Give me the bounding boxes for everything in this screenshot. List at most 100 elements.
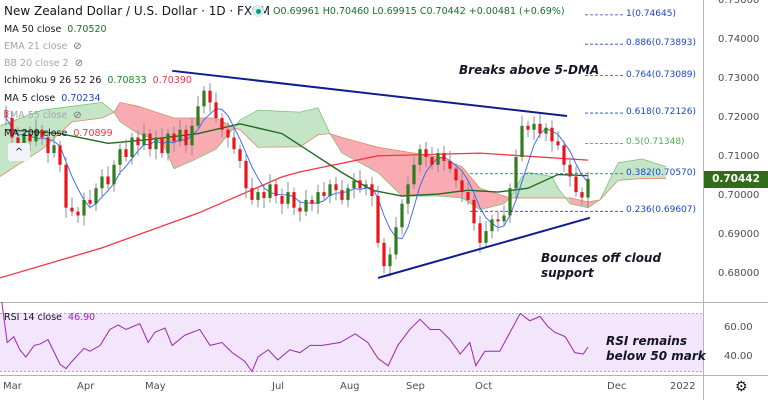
candle bbox=[328, 179, 332, 204]
candle-body-up bbox=[178, 129, 182, 142]
candle bbox=[118, 141, 122, 175]
candle bbox=[556, 131, 560, 150]
price-tick-label: 0.72000 bbox=[718, 112, 760, 123]
collapse-legend-button[interactable]: ^ bbox=[8, 143, 30, 161]
candle-body-down bbox=[358, 180, 362, 189]
candle-body-up bbox=[22, 133, 26, 150]
candle bbox=[400, 199, 404, 235]
legend-value: 0.70899 bbox=[73, 128, 113, 139]
candle-body-up bbox=[190, 125, 194, 146]
candle-body-up bbox=[100, 176, 104, 189]
legend-row[interactable]: MA 5 close 0.70234 bbox=[4, 93, 101, 105]
candle-body-down bbox=[226, 129, 230, 138]
rsi-tick-label: 40.00 bbox=[724, 351, 753, 362]
legend-row[interactable]: EMA 55 close ⊘ bbox=[4, 110, 82, 122]
candle bbox=[148, 128, 152, 157]
candle-body-down bbox=[208, 90, 212, 103]
price-tick-label: 0.69000 bbox=[718, 229, 760, 240]
candle-body-down bbox=[568, 164, 572, 177]
candle-body-down bbox=[58, 145, 62, 165]
market-open-dot-icon bbox=[252, 5, 264, 17]
candle bbox=[112, 160, 116, 192]
hidden-eye-icon[interactable]: ⊘ bbox=[74, 58, 84, 69]
candle bbox=[412, 154, 416, 189]
candle-body-up bbox=[316, 192, 320, 204]
hidden-eye-icon[interactable]: ⊘ bbox=[73, 110, 82, 121]
trendline-lower[interactable] bbox=[377, 216, 591, 279]
rsi-legend-label: RSI 14 close bbox=[4, 312, 63, 323]
candle-body-up bbox=[346, 188, 350, 200]
trendline-upper[interactable] bbox=[172, 69, 568, 118]
candle-body-down bbox=[40, 129, 44, 138]
legend-row[interactable]: EMA 21 close ⊘ bbox=[4, 41, 82, 53]
candle bbox=[544, 123, 548, 142]
candle-body-down bbox=[148, 133, 152, 150]
candle bbox=[532, 116, 536, 140]
candle-body-up bbox=[490, 219, 494, 232]
settings-gear-icon[interactable]: ⚙ bbox=[735, 379, 748, 395]
candle-body-up bbox=[364, 184, 368, 189]
legend-value: 0.70234 bbox=[61, 93, 101, 104]
candle bbox=[106, 166, 110, 189]
candle-body-down bbox=[4, 110, 8, 118]
hidden-eye-icon[interactable]: ⊘ bbox=[73, 41, 82, 52]
candle bbox=[82, 192, 86, 226]
candle bbox=[166, 128, 170, 161]
candle bbox=[310, 195, 314, 212]
rsi-line bbox=[1, 301, 589, 373]
candle-body-down bbox=[526, 125, 530, 130]
candle-body-up bbox=[154, 137, 158, 150]
candle bbox=[490, 214, 494, 239]
candle bbox=[4, 105, 8, 126]
candle bbox=[256, 187, 260, 208]
candle bbox=[226, 122, 230, 148]
candle-body-up bbox=[502, 215, 506, 222]
symbol-title[interactable]: New Zealand Dollar / U.S. Dollar · 1D · … bbox=[4, 4, 271, 18]
trendlines[interactable] bbox=[172, 69, 591, 279]
annotation-bounces-line2: support bbox=[541, 266, 594, 280]
legend-row[interactable]: MA 50 close 0.70520 bbox=[4, 24, 107, 36]
fibonacci-levels[interactable] bbox=[470, 14, 625, 212]
time-tick-label: May bbox=[145, 381, 166, 392]
candle-body-down bbox=[298, 207, 302, 212]
candle bbox=[370, 176, 374, 207]
candle bbox=[190, 118, 194, 156]
candle bbox=[124, 139, 128, 162]
candle-body-down bbox=[124, 149, 128, 157]
candle-body-down bbox=[370, 184, 374, 196]
candle bbox=[70, 197, 74, 217]
legend-row[interactable]: BB 20 close 2 ⊘ bbox=[4, 58, 83, 70]
candle bbox=[52, 135, 56, 158]
candle-body-up bbox=[436, 153, 440, 165]
legend-row[interactable]: Ichimoku 9 26 52 26 0.70833 0.70390 bbox=[4, 75, 192, 87]
candle-body-up bbox=[112, 164, 116, 185]
cloud-segment-bullish bbox=[72, 102, 102, 122]
legend-label: Ichimoku 9 26 52 26 bbox=[4, 75, 102, 86]
candle bbox=[130, 132, 134, 165]
candle bbox=[334, 176, 338, 201]
candle bbox=[280, 188, 284, 214]
cloud-segment-bullish bbox=[528, 172, 552, 198]
candle bbox=[244, 153, 248, 199]
legend-label: EMA 21 close bbox=[4, 41, 68, 52]
annotation-breaks-5dma: Breaks above 5-DMA bbox=[459, 63, 600, 77]
candle-body-up bbox=[406, 184, 410, 204]
candle bbox=[406, 176, 410, 214]
candle-body-down bbox=[562, 145, 566, 165]
fib-level-label: 1(0.74645) bbox=[626, 8, 676, 19]
candle bbox=[454, 164, 458, 188]
candle-body-down bbox=[88, 199, 92, 204]
candle bbox=[154, 130, 158, 160]
candle bbox=[238, 144, 242, 169]
candle-body-up bbox=[520, 125, 524, 157]
candle-body-down bbox=[382, 242, 386, 267]
candle bbox=[418, 144, 422, 173]
time-tick-label: Sep bbox=[406, 381, 425, 392]
candle bbox=[466, 181, 470, 205]
candle-body-down bbox=[46, 137, 50, 154]
candle bbox=[508, 183, 512, 223]
candle bbox=[34, 119, 38, 147]
legend-row[interactable]: MA 200 close 0.70899 bbox=[4, 128, 113, 140]
candle bbox=[574, 166, 578, 197]
